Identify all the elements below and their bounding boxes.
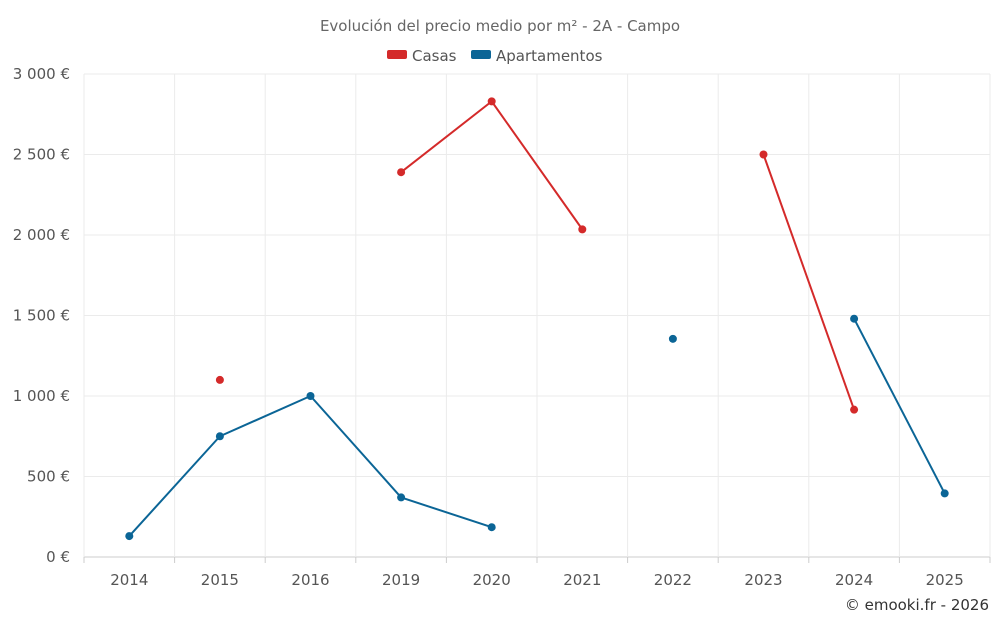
y-tick-label: 3 000 € xyxy=(13,65,70,83)
data-point-casas[interactable] xyxy=(215,375,224,384)
legend-label-casas: Casas xyxy=(412,47,457,65)
series-apartamentos xyxy=(125,314,949,541)
legend-item-casas[interactable]: Casas xyxy=(387,47,457,65)
x-axis: 2014 2015 2016 2019 2020 2021 2022 2023 2024 2025 xyxy=(83,557,991,589)
data-point-apartamentos[interactable] xyxy=(940,489,949,498)
x-tick-label: 2021 xyxy=(563,571,601,589)
data-point-casas[interactable] xyxy=(578,225,587,234)
series-line-apartamentos xyxy=(853,318,946,494)
legend-label-apartamentos: Apartamentos xyxy=(496,47,603,65)
y-tick-label: 1 500 € xyxy=(13,307,70,325)
series-casas xyxy=(215,97,859,414)
y-tick-label: 0 € xyxy=(46,548,70,566)
x-tick-label: 2014 xyxy=(110,571,148,589)
grid xyxy=(83,73,991,558)
legend-swatch-apartamentos xyxy=(471,50,491,59)
y-tick-label: 500 € xyxy=(27,468,70,486)
x-tick-label: 2025 xyxy=(926,571,964,589)
data-point-casas[interactable] xyxy=(759,150,768,159)
data-point-casas[interactable] xyxy=(850,405,859,414)
y-tick-label: 2 000 € xyxy=(13,226,70,244)
series-line-apartamentos xyxy=(128,395,493,537)
series xyxy=(125,97,949,541)
x-tick-label: 2022 xyxy=(654,571,692,589)
x-tick-label: 2020 xyxy=(473,571,511,589)
data-point-apartamentos[interactable] xyxy=(215,432,224,441)
data-point-apartamentos[interactable] xyxy=(850,314,859,323)
data-point-casas[interactable] xyxy=(487,97,496,106)
data-point-apartamentos[interactable] xyxy=(668,334,677,343)
x-tick-label: 2019 xyxy=(382,571,420,589)
series-line-casas xyxy=(762,154,856,411)
x-tick-label: 2024 xyxy=(835,571,873,589)
credit-text: © emooki.fr - 2026 xyxy=(845,596,989,614)
y-tick-label: 1 000 € xyxy=(13,387,70,405)
data-point-casas[interactable] xyxy=(397,168,406,177)
legend-item-apartamentos[interactable]: Apartamentos xyxy=(471,47,603,65)
data-point-apartamentos[interactable] xyxy=(397,493,406,502)
legend-swatch-casas xyxy=(387,50,407,59)
x-tick-label: 2016 xyxy=(291,571,329,589)
data-point-apartamentos[interactable] xyxy=(487,523,496,532)
series-line-casas xyxy=(400,100,584,230)
data-point-apartamentos[interactable] xyxy=(306,392,315,400)
legend[interactable]: Casas Apartamentos xyxy=(387,47,603,65)
x-tick-label: 2015 xyxy=(201,571,239,589)
y-tick-label: 2 500 € xyxy=(13,146,70,164)
data-point-apartamentos[interactable] xyxy=(125,532,134,541)
y-axis: 0 € 500 € 1 000 € 1 500 € 2 000 € 2 500 € 3 00… xyxy=(13,65,70,566)
chart-title: Evolución del precio medio por m² - 2A -… xyxy=(320,17,680,35)
x-tick-label: 2023 xyxy=(744,571,782,589)
